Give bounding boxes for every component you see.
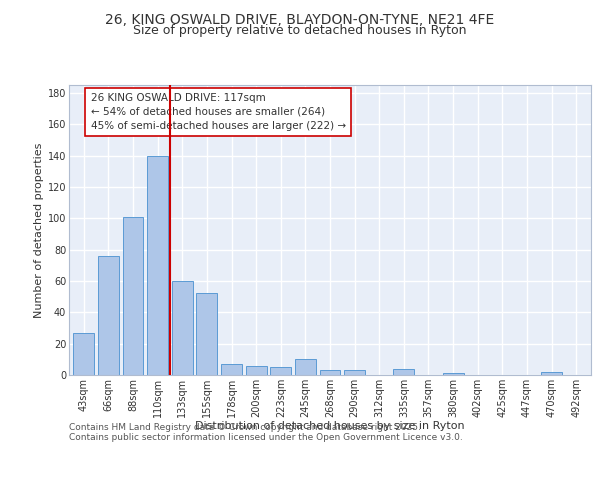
Text: 26, KING OSWALD DRIVE, BLAYDON-ON-TYNE, NE21 4FE: 26, KING OSWALD DRIVE, BLAYDON-ON-TYNE, … [106, 12, 494, 26]
Bar [245, 366, 266, 375]
Text: Contains HM Land Registry data © Crown copyright and database right 2025.
Contai: Contains HM Land Registry data © Crown c… [69, 422, 463, 442]
Bar [172, 281, 193, 375]
Bar [122, 216, 143, 375]
Text: 26 KING OSWALD DRIVE: 117sqm
← 54% of detached houses are smaller (264)
45% of s: 26 KING OSWALD DRIVE: 117sqm ← 54% of de… [91, 93, 346, 131]
Bar [443, 374, 464, 375]
Bar [394, 368, 415, 375]
Bar [541, 372, 562, 375]
Bar [344, 370, 365, 375]
Y-axis label: Number of detached properties: Number of detached properties [34, 142, 44, 318]
Text: Size of property relative to detached houses in Ryton: Size of property relative to detached ho… [133, 24, 467, 37]
Bar [147, 156, 168, 375]
Bar [73, 332, 94, 375]
Bar [295, 360, 316, 375]
Bar [98, 256, 119, 375]
Bar [270, 367, 291, 375]
Bar [320, 370, 340, 375]
Bar [196, 294, 217, 375]
X-axis label: Distribution of detached houses by size in Ryton: Distribution of detached houses by size … [195, 422, 465, 432]
Bar [221, 364, 242, 375]
